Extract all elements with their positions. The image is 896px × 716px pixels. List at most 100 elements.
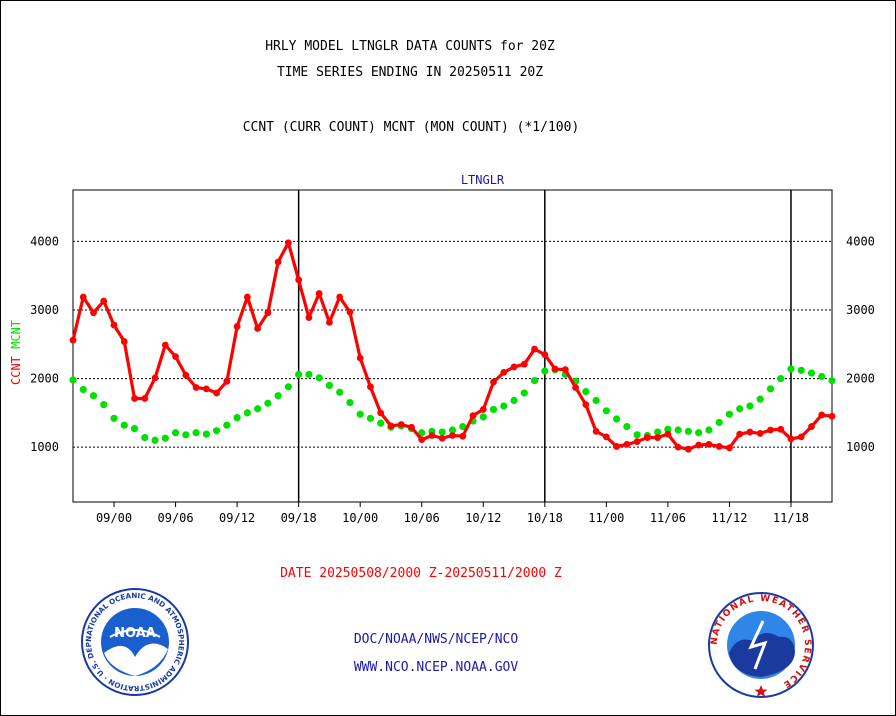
mcnt-point — [254, 405, 262, 413]
ccnt-point — [141, 395, 149, 402]
mcnt-point — [336, 388, 344, 396]
ccnt-point — [643, 434, 651, 441]
mcnt-point — [746, 402, 754, 410]
ccnt-point — [469, 412, 477, 419]
ccnt-point — [387, 422, 395, 430]
ccnt-point — [828, 412, 836, 420]
ccnt-point — [736, 430, 744, 438]
ccnt-point — [295, 276, 303, 284]
mcnt-point — [202, 430, 210, 438]
date-range-label: DATE 20250508/2000 Z-20250511/2000 Z — [280, 566, 562, 581]
ccnt-point — [131, 395, 138, 402]
mcnt-point — [120, 421, 128, 429]
ccnt-point — [110, 321, 118, 329]
website-link[interactable]: WWW.NCO.NCEP.NOAA.GOV — [353, 660, 519, 675]
mcnt-point — [807, 369, 816, 377]
ccnt-point — [120, 338, 128, 345]
y-axis-label: CCNT MCNT — [9, 320, 23, 385]
mcnt-point — [828, 377, 836, 385]
x-tick-label: 10/18 — [527, 511, 563, 525]
panel-title: LTNGLR — [461, 173, 505, 187]
y-axis-label-mcnt: MCNT — [9, 320, 23, 349]
ccnt-point — [808, 423, 815, 430]
y-tick-label-right: 3000 — [846, 303, 875, 317]
ccnt-point — [818, 411, 826, 419]
ccnt-point — [397, 421, 405, 428]
ccnt-point — [90, 309, 97, 317]
ccnt-point — [418, 436, 426, 443]
mcnt-point — [110, 414, 118, 422]
mcnt-point — [274, 392, 282, 400]
x-tick-label: 11/18 — [773, 511, 809, 525]
mcnt-point — [479, 413, 487, 421]
mcnt-point — [633, 431, 641, 439]
noaa-logo: NATIONAL OCEANIC AND ATMOSPHERIC ADMINIS… — [80, 587, 189, 696]
mcnt-point — [674, 426, 682, 434]
mcnt-point — [715, 418, 723, 427]
x-tick-label: 11/00 — [588, 511, 624, 525]
ccnt-point — [551, 365, 559, 373]
ccnt-point — [326, 318, 333, 326]
mcnt-point — [212, 427, 221, 435]
x-tick-label: 09/00 — [96, 511, 132, 525]
ccnt-point — [305, 314, 313, 321]
mcnt-point — [766, 385, 775, 393]
chart-title-line2: TIME SERIES ENDING IN 20250511 20Z — [276, 65, 544, 80]
ccnt-point — [192, 384, 200, 391]
mcnt-point — [582, 388, 590, 396]
mcnt-point — [223, 421, 231, 429]
ccnt-point — [428, 432, 436, 439]
mcnt-point — [818, 372, 826, 381]
mcnt-point — [366, 414, 375, 422]
mcnt-point — [295, 370, 303, 379]
mcnt-point — [530, 377, 539, 385]
ccnt-point — [264, 309, 272, 317]
ccnt-point — [315, 290, 323, 297]
mcnt-point — [756, 395, 764, 403]
ccnt-point — [767, 426, 774, 434]
ccnt-point — [284, 239, 292, 247]
mcnt-point — [161, 434, 169, 442]
ccnt-point — [449, 432, 456, 439]
mcnt-point — [305, 370, 313, 379]
nws-logo: NATIONAL WEATHER SERVICE — [708, 592, 814, 698]
ccnt-point — [685, 445, 692, 453]
ccnt-point — [500, 369, 508, 376]
ccnt-point — [151, 374, 159, 382]
ccnt-point — [274, 258, 282, 266]
ccnt-point — [572, 384, 579, 391]
mcnt-point — [130, 425, 139, 433]
ccnt-point — [408, 423, 415, 431]
ccnt-point — [633, 438, 641, 446]
x-tick-label: 09/12 — [219, 511, 255, 525]
mcnt-point — [243, 409, 251, 417]
ccnt-point — [531, 345, 538, 353]
ccnt-point — [161, 341, 169, 349]
ccnt-point — [715, 443, 723, 450]
ccnt-point — [726, 444, 733, 452]
ccnt-point — [223, 377, 231, 385]
chart-subtitle: CCNT (CURR COUNT) MCNT (MON COUNT) (*1/1… — [242, 120, 580, 135]
ccnt-point — [561, 366, 569, 374]
mcnt-point — [592, 396, 600, 405]
y-tick-label-right: 4000 — [846, 234, 875, 248]
ccnt-point — [233, 323, 241, 330]
mcnt-point — [459, 422, 467, 431]
x-tick-label: 09/06 — [158, 511, 194, 525]
ccnt-line — [71, 241, 833, 451]
mcnt-point — [623, 422, 631, 431]
y-tick-label-left: 1000 — [30, 440, 59, 454]
mcnt-point — [100, 401, 108, 409]
ccnt-point — [787, 435, 795, 443]
y-tick-label-left: 3000 — [30, 303, 59, 317]
ccnt-point — [664, 430, 672, 438]
mcnt-point — [448, 426, 457, 434]
ccnt-point — [746, 428, 754, 436]
mcnt-point — [602, 407, 610, 415]
ccnt-point — [797, 433, 805, 441]
mcnt-point — [171, 429, 180, 437]
mcnt-point — [151, 436, 159, 444]
ccnt-point — [490, 378, 497, 386]
ccnt-point — [213, 389, 220, 397]
